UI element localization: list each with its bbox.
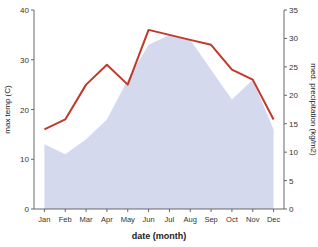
x-tick	[273, 209, 274, 212]
x-axis-label: date (month)	[132, 231, 187, 241]
x-tick-label: Sep	[204, 215, 217, 224]
y-tick-label: 0	[25, 205, 30, 214]
y2-tick	[284, 152, 287, 153]
plot-area	[44, 30, 273, 209]
x-tick-label: Jan	[38, 215, 50, 224]
y2-tick-label: 35	[289, 6, 298, 15]
x-tick-label: Apr	[101, 215, 113, 224]
x-tick-label: Jun	[143, 215, 155, 224]
y2-tick	[284, 10, 287, 11]
y2-axis-label: med. precipitation (kg/m2)	[309, 63, 318, 156]
x-tick	[65, 209, 66, 212]
y-tick	[31, 59, 34, 60]
y2-tick-label: 25	[289, 63, 298, 72]
y-tick	[31, 10, 34, 11]
y2-tick-label: 0	[289, 205, 294, 214]
x-axis	[34, 209, 284, 210]
x-tick-label: Dec	[267, 215, 281, 224]
y-tick	[31, 109, 34, 110]
y-tick-label: 20	[20, 106, 29, 115]
x-tick-label: Jul	[165, 215, 175, 224]
x-tick-label: May	[121, 215, 135, 224]
x-tick	[211, 209, 212, 212]
y2-tick-label: 5	[289, 177, 294, 186]
x-tick	[106, 209, 107, 212]
x-tick-label: Nov	[246, 215, 260, 224]
x-tick	[169, 209, 170, 212]
y2-tick-label: 10	[289, 148, 298, 157]
y-tick-label: 40	[20, 6, 29, 15]
x-tick	[252, 209, 253, 212]
y-tick-label: 30	[20, 56, 29, 65]
y2-tick	[284, 95, 287, 96]
x-tick	[44, 209, 45, 212]
x-tick-label: Oct	[226, 215, 239, 224]
x-tick-label: Mar	[80, 215, 93, 224]
y-axis-label: max temp (C)	[3, 85, 12, 134]
y2-tick-label: 15	[289, 120, 298, 129]
y2-tick	[284, 38, 287, 39]
x-tick	[231, 209, 232, 212]
x-tick	[148, 209, 149, 212]
x-tick-label: Feb	[59, 215, 72, 224]
temperature-line	[44, 30, 273, 129]
x-tick	[190, 209, 191, 212]
y2-tick	[284, 180, 287, 181]
x-tick	[127, 209, 128, 212]
y2-tick-label: 20	[289, 91, 298, 100]
y-tick	[31, 209, 34, 210]
y2-tick-label: 30	[289, 34, 298, 43]
y2-tick	[284, 123, 287, 124]
x-tick	[86, 209, 87, 212]
y2-axis	[284, 10, 285, 209]
chart: 0 10 20 30 40 0 5 10 15 20 25 30 35 Jan Feb Mar Apr May Ju…	[0, 0, 318, 247]
x-tick-label: Aug	[184, 215, 197, 224]
y-tick	[31, 159, 34, 160]
precipitation-area	[44, 35, 273, 209]
y2-tick	[284, 66, 287, 67]
y-tick-label: 10	[20, 155, 29, 164]
y2-tick	[284, 209, 287, 210]
